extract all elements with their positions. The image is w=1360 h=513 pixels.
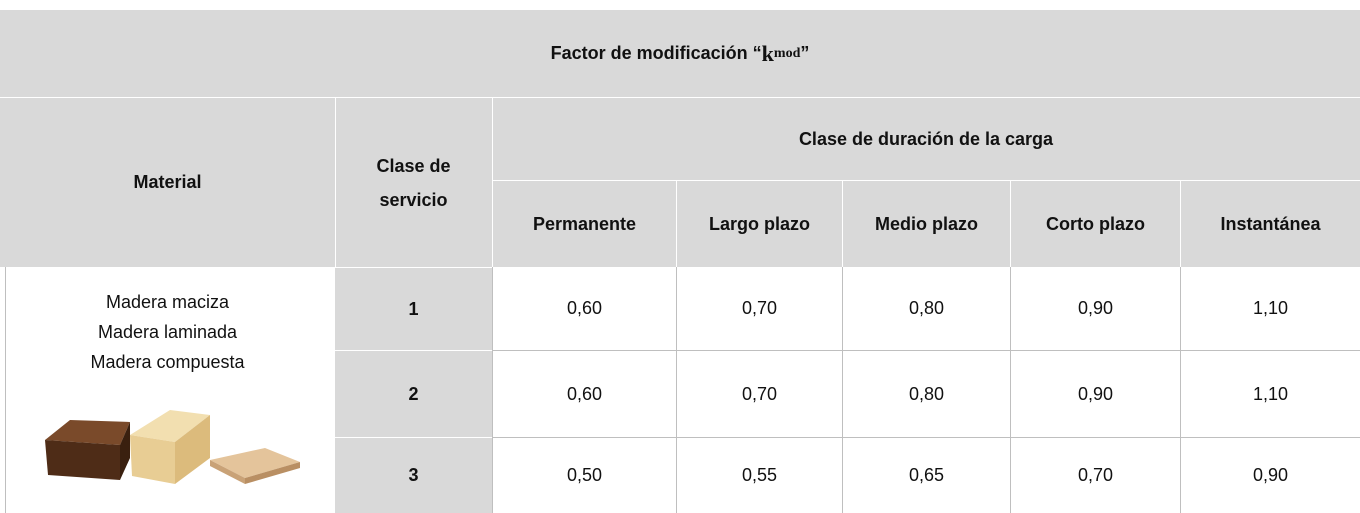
title-suffix: ” (800, 43, 809, 64)
service-class-cell: 3 (335, 437, 492, 513)
value-cell: 0,90 (1010, 350, 1180, 437)
subheader-cell: Corto plazo (1010, 180, 1180, 267)
value-cell: 0,60 (492, 267, 676, 350)
material-line: Madera maciza (106, 287, 229, 317)
value-cell: 0,65 (842, 437, 1010, 513)
value-cell: 1,10 (1180, 350, 1360, 437)
header-cell: Material (0, 97, 335, 267)
wood-images (40, 400, 310, 485)
material-line: Madera compuesta (90, 347, 244, 377)
value-cell: 0,80 (842, 350, 1010, 437)
title-subscript: mod (774, 46, 800, 62)
title-symbol: k (762, 41, 774, 67)
value-cell: 0,55 (676, 437, 842, 513)
service-class-cell: 1 (335, 267, 492, 350)
header-text: Clase de servicio (354, 149, 474, 217)
subheader-cell: Largo plazo (676, 180, 842, 267)
material-cell: Madera maciza Madera laminada Madera com… (0, 267, 335, 397)
header-cell: Clase de servicio (335, 97, 492, 267)
value-cell: 0,60 (492, 350, 676, 437)
header-divider (492, 97, 493, 267)
subheader-cell: Medio plazo (842, 180, 1010, 267)
value-cell: 0,50 (492, 437, 676, 513)
page: Factor de modificación “kmod” Material C… (0, 0, 1360, 513)
subheader-cell: Instantánea (1180, 180, 1360, 267)
material-line: Madera laminada (98, 317, 237, 347)
subheader-cell: Permanente (492, 180, 676, 267)
value-cell: 0,90 (1010, 267, 1180, 350)
header-text: Material (133, 172, 201, 193)
header-text: Clase de duración de la carga (799, 129, 1053, 150)
value-cell: 0,80 (842, 267, 1010, 350)
value-cell: 0,70 (676, 350, 842, 437)
left-border (5, 267, 6, 513)
value-cell: 0,70 (676, 267, 842, 350)
title-prefix: Factor de modificación “ (551, 43, 762, 64)
value-cell: 1,10 (1180, 267, 1360, 350)
service-class-cell: 2 (335, 350, 492, 437)
value-cell: 0,90 (1180, 437, 1360, 513)
value-cell: 0,70 (1010, 437, 1180, 513)
header-cell: Clase de duración de la carga (492, 97, 1360, 180)
header-divider (335, 97, 336, 267)
